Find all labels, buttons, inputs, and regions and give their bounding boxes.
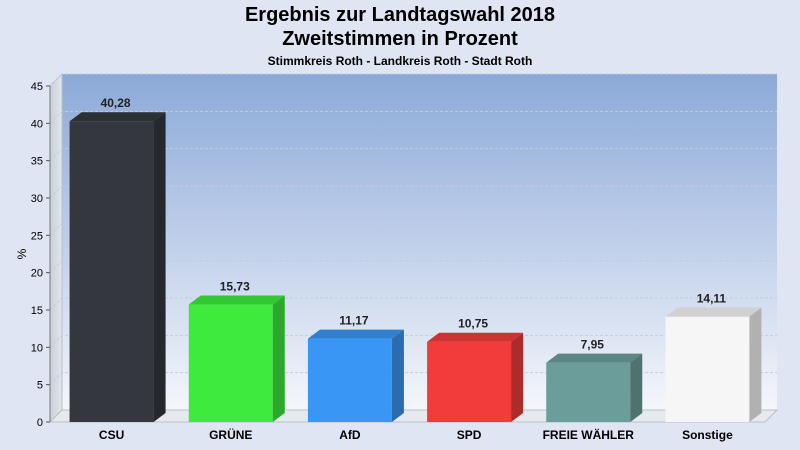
y-tick-label: 30	[31, 193, 43, 205]
bar-side	[749, 307, 762, 422]
plot-back-wall	[62, 74, 777, 410]
bar-top	[307, 329, 404, 339]
bar-sonstige	[665, 307, 762, 422]
bar-value-label: 10,75	[458, 317, 488, 331]
bar-spd	[427, 332, 524, 422]
bar-top	[69, 112, 166, 122]
x-category-label: FREIE WÄHLER	[543, 427, 635, 442]
gridline	[49, 185, 777, 199]
bar-front	[69, 121, 154, 422]
bar-front	[307, 338, 392, 422]
gridline	[49, 297, 777, 311]
gridline	[49, 222, 777, 236]
bar-front	[665, 316, 750, 422]
bar-afd	[307, 329, 404, 422]
y-tick-label: 35	[31, 156, 43, 168]
bar-top	[188, 295, 285, 305]
gridline	[49, 73, 777, 87]
y-tick-label: 25	[31, 230, 43, 242]
x-category-label: GRÜNE	[209, 427, 252, 442]
bar-side	[153, 112, 166, 422]
bar-front	[546, 362, 631, 422]
bar-gr-ne	[188, 295, 285, 422]
bar-front	[188, 304, 273, 422]
y-tick-label: 45	[31, 81, 43, 93]
gridline	[49, 110, 777, 124]
y-tick-label: 5	[37, 380, 43, 392]
y-tick-label: 10	[31, 342, 43, 354]
bar-side	[391, 329, 404, 422]
bar-value-label: 7,95	[581, 338, 605, 352]
y-axis-label: %	[15, 248, 29, 259]
gridline	[49, 372, 777, 386]
x-category-label: CSU	[99, 428, 124, 442]
bar-value-label: 14,11	[697, 292, 727, 306]
bar-freie-w-hler	[546, 353, 643, 422]
bar-side	[511, 332, 524, 422]
y-tick-label: 0	[37, 417, 43, 429]
x-category-label: AfD	[339, 428, 361, 442]
chart-subsubtitle: Stimmkreis Roth - Landkreis Roth - Stadt…	[267, 54, 533, 68]
gridline	[49, 260, 777, 274]
bar-top	[665, 307, 762, 317]
y-tick-label: 40	[31, 118, 43, 130]
y-tick-label: 20	[31, 268, 43, 280]
bar-side	[630, 353, 643, 422]
bar-csu	[69, 112, 166, 422]
x-category-label: Sonstige	[682, 428, 733, 442]
bar-top	[546, 353, 643, 363]
bar-side	[272, 295, 285, 422]
bar-value-label: 11,17	[339, 314, 369, 328]
y-tick-label: 15	[31, 305, 43, 317]
gridline	[49, 334, 777, 348]
chart-subtitle: Zweitstimmen in Prozent	[282, 28, 518, 50]
chart-title: Ergebnis zur Landtagswahl 2018	[244, 4, 556, 26]
bar-front	[427, 341, 512, 422]
bar-value-label: 15,73	[220, 280, 250, 294]
gridline	[49, 148, 777, 162]
plot-side-wall	[49, 72, 63, 424]
x-category-label: SPD	[457, 428, 482, 442]
bar-value-label: 40,28	[101, 96, 131, 110]
bar-top	[427, 332, 524, 342]
